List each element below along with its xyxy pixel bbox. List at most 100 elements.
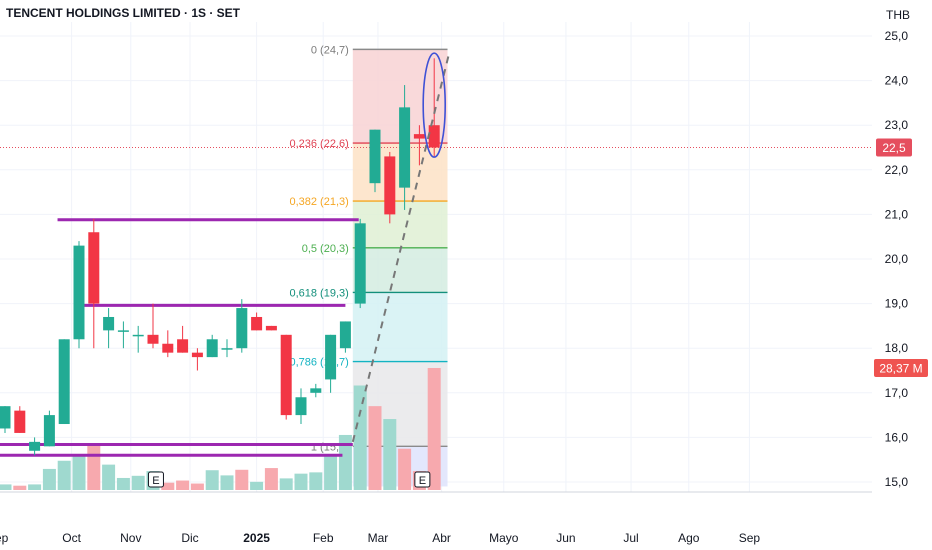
- candle-body: [221, 348, 233, 350]
- earnings-marker-label: E: [152, 475, 159, 487]
- fib-level-label: 0,618 (19,3): [289, 287, 348, 299]
- x-tick-label: 2025: [243, 531, 270, 545]
- y-tick-label: 17,0: [885, 386, 909, 400]
- candle-body: [191, 352, 203, 358]
- candle-up: [117, 321, 129, 349]
- candle-down: [413, 125, 425, 166]
- fib-level-label: 0,5 (20,3): [302, 243, 349, 255]
- candle-up: [43, 410, 55, 447]
- candle-body: [162, 343, 174, 353]
- candle-up: [29, 437, 41, 456]
- candle-up: [58, 339, 70, 425]
- trendline-dashed: [351, 53, 450, 443]
- fib-level-label: 0,786 (17,7): [289, 357, 348, 369]
- x-tick-label: Feb: [313, 531, 334, 545]
- volume-bar: [131, 475, 145, 490]
- volume-bar: [176, 480, 190, 490]
- candle-body: [280, 334, 292, 416]
- candle-up: [221, 339, 233, 358]
- candle-body: [73, 245, 85, 340]
- volume-bar: [235, 469, 249, 490]
- x-tick-label: Jul: [623, 531, 638, 545]
- candle-body: [43, 415, 55, 447]
- candle-body: [295, 397, 307, 416]
- x-tick-label: Jun: [556, 531, 575, 545]
- candle-up: [206, 334, 218, 358]
- candle-body: [177, 339, 189, 353]
- candle-down: [384, 151, 396, 224]
- volume-bar: [87, 445, 101, 490]
- volume-bar: [398, 448, 412, 490]
- candle-up: [73, 241, 85, 349]
- y-tick-label: 23,0: [885, 118, 909, 132]
- candle-up: [0, 406, 11, 433]
- candle-body: [0, 406, 11, 429]
- candle-body: [29, 441, 41, 451]
- x-tick-label: Ago: [678, 531, 700, 545]
- candle-down: [191, 348, 203, 371]
- candle-down: [251, 312, 263, 331]
- candle-down: [88, 218, 100, 349]
- candle-up: [325, 334, 337, 393]
- x-tick-label: Nov: [120, 531, 141, 545]
- fib-zone: [352, 201, 448, 248]
- volume-badge: [874, 359, 928, 377]
- volume-bar: [0, 484, 12, 490]
- candle-up: [236, 299, 248, 353]
- volume-bar: [294, 473, 308, 490]
- candle-body: [236, 308, 248, 349]
- candle-body: [384, 156, 396, 215]
- candle-body: [58, 339, 70, 425]
- volume-bar: [368, 406, 382, 490]
- candle-down: [162, 330, 174, 358]
- chart-title: TENCENT HOLDINGS LIMITED · 1S · SET: [6, 6, 241, 20]
- candle-body: [132, 334, 144, 337]
- candle-body: [147, 334, 159, 344]
- candle-body: [251, 316, 263, 331]
- candle-up: [369, 129, 381, 193]
- candle-up: [132, 325, 144, 353]
- volume-bar: [57, 460, 71, 490]
- candle-down: [265, 325, 277, 331]
- x-tick-label: Oct: [62, 531, 81, 545]
- x-tick-label: Abr: [432, 531, 451, 545]
- candle-up: [339, 321, 351, 353]
- candle-down: [177, 325, 189, 353]
- currency-label[interactable]: THB: [886, 8, 910, 22]
- fib-zone: [352, 247, 448, 293]
- volume-badge-label: 28,37 M: [879, 362, 922, 376]
- volume-bar: [13, 485, 27, 490]
- volume-bar: [383, 419, 397, 490]
- y-tick-label: 24,0: [885, 74, 909, 88]
- candle-body: [354, 223, 366, 304]
- candle-down: [14, 406, 26, 433]
- volume-bar: [250, 481, 264, 490]
- fib-level-label: 0,236 (22,6): [289, 138, 348, 150]
- candle-body: [117, 330, 129, 332]
- candle-body: [14, 410, 26, 433]
- volume-bar: [205, 470, 219, 490]
- candle-body: [339, 321, 351, 349]
- candle-body: [103, 316, 115, 331]
- y-tick-label: 19,0: [885, 297, 909, 311]
- earnings-marker: [414, 471, 431, 488]
- volume-bar: [190, 483, 204, 490]
- x-tick-label: Sep: [0, 531, 9, 545]
- candle-body: [428, 125, 440, 148]
- volume-bar: [309, 472, 323, 490]
- candle-up: [310, 383, 322, 398]
- candle-body: [399, 107, 411, 188]
- x-tick-label: Dic: [181, 531, 198, 545]
- x-tick-label: Mayo: [489, 531, 519, 545]
- earnings-marker: [147, 471, 164, 488]
- candle-body: [265, 325, 277, 331]
- y-tick-label: 15,0: [885, 475, 909, 489]
- candle-body: [369, 129, 381, 184]
- volume-bar: [338, 434, 352, 490]
- y-tick-label: 20,0: [885, 252, 909, 266]
- earnings-marker-label: E: [419, 475, 426, 487]
- y-tick-label: 22,0: [885, 163, 909, 177]
- volume-bar: [161, 482, 175, 490]
- volume-bar: [42, 468, 56, 490]
